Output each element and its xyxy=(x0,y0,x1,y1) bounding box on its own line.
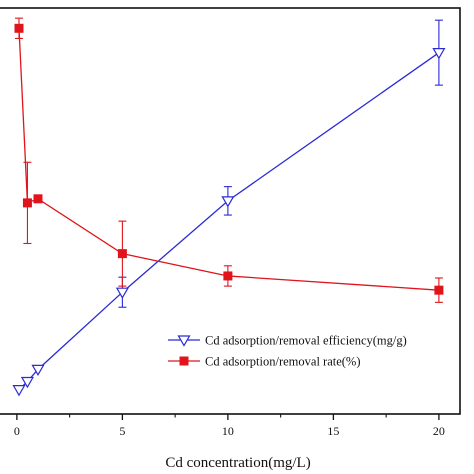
x-tick-label: 15 xyxy=(327,424,339,438)
plot-frame xyxy=(0,7,461,415)
plot-border xyxy=(0,7,461,415)
series-2 xyxy=(14,17,444,303)
legend-label: Cd adsorption/removal rate(%) xyxy=(205,355,361,369)
data-point xyxy=(12,385,26,397)
series-layer xyxy=(12,17,446,397)
data-point xyxy=(117,249,127,259)
data-point xyxy=(221,196,235,208)
legend-item: Cd adsorption/removal efficiency(mg/g) xyxy=(168,334,407,348)
legend-marker xyxy=(177,335,191,347)
x-axis: 0 5 10 15 20 xyxy=(14,414,445,438)
series-line xyxy=(18,28,439,291)
legend-item: Cd adsorption/removal rate(%) xyxy=(168,355,361,369)
data-point xyxy=(115,287,129,299)
legend: Cd adsorption/removal efficiency(mg/g) Cd… xyxy=(168,334,407,369)
series-1 xyxy=(12,19,446,397)
data-point xyxy=(14,23,24,33)
data-point xyxy=(20,376,34,389)
legend-marker xyxy=(179,356,189,366)
data-point xyxy=(432,48,446,60)
data-point xyxy=(22,198,32,208)
x-tick-label: 10 xyxy=(222,424,234,438)
x-tick-label: 5 xyxy=(119,424,125,438)
data-point xyxy=(434,285,444,295)
data-point xyxy=(31,364,45,377)
legend-label: Cd adsorption/removal efficiency(mg/g) xyxy=(205,334,407,348)
x-tick-label: 20 xyxy=(433,424,445,438)
data-point xyxy=(223,271,233,281)
x-tick-label: 0 xyxy=(14,424,20,438)
data-point xyxy=(33,194,43,204)
x-axis-label: Cd concentration(mg/L) xyxy=(165,455,310,471)
